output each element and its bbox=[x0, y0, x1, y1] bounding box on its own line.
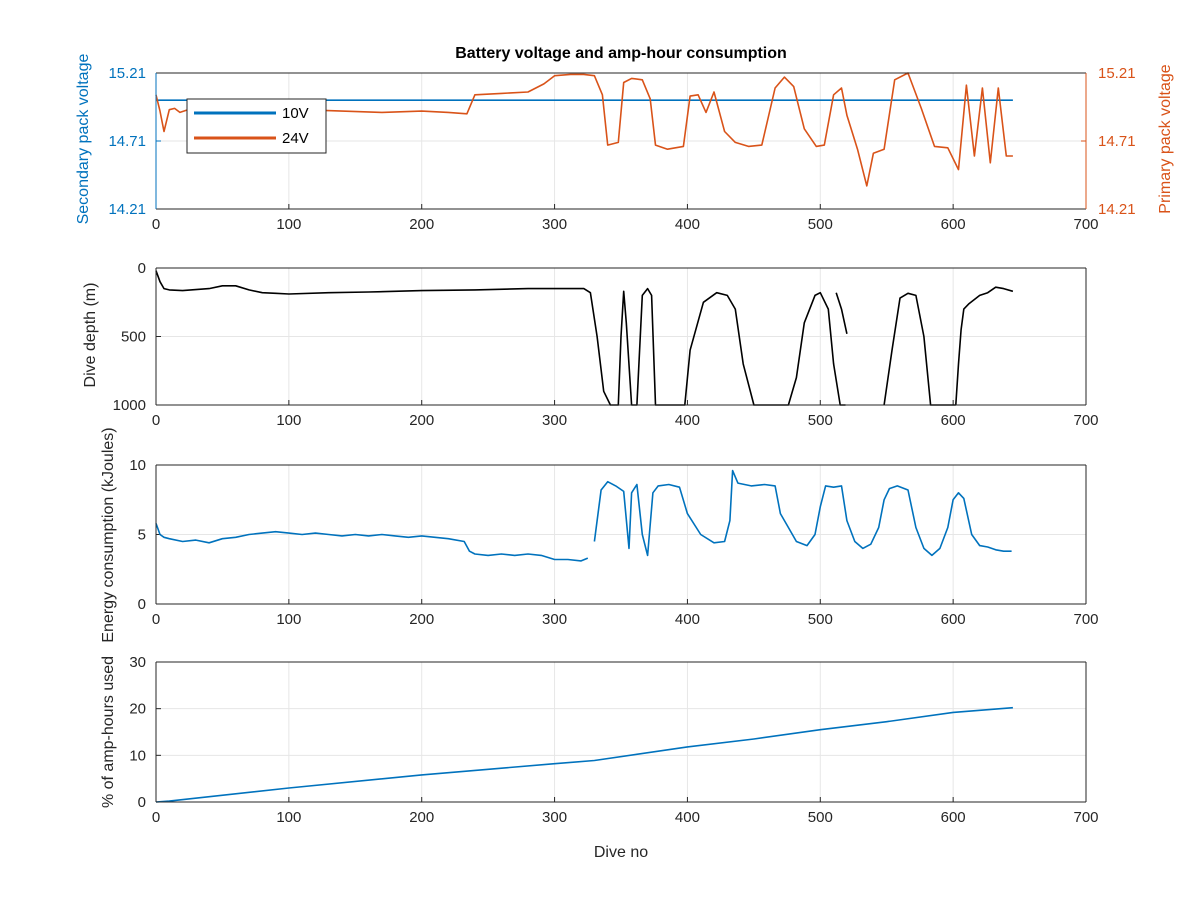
x-tick-label: 700 bbox=[1073, 412, 1098, 429]
y-axis-label: Energy consumption (kJoules) bbox=[100, 427, 117, 642]
x-tick-label: 400 bbox=[675, 412, 700, 429]
y-tick-label: 15.21 bbox=[108, 65, 146, 82]
y-right-tick-label: 14.21 bbox=[1098, 201, 1136, 218]
x-tick-label: 300 bbox=[542, 809, 567, 826]
voltage-panel: 0 100 200 300 400 500 600 70014.2114.7115.2114.… bbox=[75, 45, 1174, 233]
y-axis-label-left: Secondary pack voltage bbox=[75, 54, 92, 225]
x-tick-label: 600 bbox=[941, 216, 966, 233]
x-tick-label: 500 bbox=[808, 412, 833, 429]
y-tick-label: 0 bbox=[138, 794, 146, 811]
x-tick-label: 400 bbox=[675, 809, 700, 826]
y-tick-label: 14.71 bbox=[108, 133, 146, 150]
y-tick-label: 0 bbox=[138, 596, 146, 613]
series-line bbox=[593, 469, 1012, 557]
y-tick-label: 20 bbox=[129, 701, 146, 718]
y-axis-label-right: Primary pack voltage bbox=[1157, 64, 1174, 213]
x-axis-label: Dive no bbox=[594, 844, 648, 861]
legend-box bbox=[186, 98, 327, 154]
energy-panel: 0 100 200 300 400 500 600 700 0 5 10 Energy consump… bbox=[100, 427, 1099, 642]
x-tick-label: 0 bbox=[152, 412, 160, 429]
y-axis-label: Dive depth (m) bbox=[82, 283, 99, 388]
plot-area bbox=[156, 662, 1086, 802]
y-tick-label: 10 bbox=[129, 457, 146, 474]
x-tick-label: 600 bbox=[941, 611, 966, 628]
x-tick-label: 500 bbox=[808, 216, 833, 233]
y-tick-label: 1000 bbox=[113, 397, 146, 414]
x-tick-label: 100 bbox=[276, 216, 301, 233]
series-line bbox=[835, 292, 848, 334]
x-tick-label: 500 bbox=[808, 611, 833, 628]
y-right-tick-label: 15.21 bbox=[1098, 65, 1136, 82]
x-tick-label: 0 bbox=[152, 809, 160, 826]
x-tick-label: 300 bbox=[542, 611, 567, 628]
x-tick-label: 100 bbox=[276, 611, 301, 628]
x-tick-label: 100 bbox=[276, 809, 301, 826]
y-tick-label: 30 bbox=[129, 654, 146, 671]
series-line bbox=[955, 286, 1014, 406]
x-tick-label: 0 bbox=[152, 611, 160, 628]
y-axis-label: % of amp-hours used bbox=[100, 656, 117, 808]
x-tick-label: 700 bbox=[1073, 809, 1098, 826]
x-tick-label: 700 bbox=[1073, 216, 1098, 233]
x-tick-label: 200 bbox=[409, 216, 434, 233]
x-tick-label: 600 bbox=[941, 809, 966, 826]
y-tick-label: 5 bbox=[138, 527, 146, 544]
chart-title: Battery voltage and amp-hour consumption bbox=[455, 45, 787, 62]
y-tick-label: 14.21 bbox=[108, 201, 146, 218]
x-tick-label: 300 bbox=[542, 412, 567, 429]
series-line bbox=[155, 706, 1013, 803]
y-tick-label: 10 bbox=[129, 747, 146, 764]
amp-hours-panel: 0 100 200 300 400 500 600 700 0 10 20 30 % of amp-ho… bbox=[100, 654, 1099, 861]
x-tick-label: 200 bbox=[409, 809, 434, 826]
y-right-tick-label: 14.71 bbox=[1098, 133, 1136, 150]
x-tick-label: 200 bbox=[409, 412, 434, 429]
x-tick-label: 700 bbox=[1073, 611, 1098, 628]
depth-panel: 0 100 200 300 400 500 600 700 0 500 1000 Dive depth… bbox=[82, 260, 1099, 429]
x-tick-label: 0 bbox=[152, 216, 160, 233]
x-tick-label: 400 bbox=[675, 216, 700, 233]
x-tick-label: 100 bbox=[276, 412, 301, 429]
legend-entry: 24V bbox=[282, 130, 309, 147]
x-tick-label: 200 bbox=[409, 611, 434, 628]
y-tick-label: 500 bbox=[121, 329, 146, 346]
x-tick-label: 300 bbox=[542, 216, 567, 233]
x-tick-label: 400 bbox=[675, 611, 700, 628]
legend-entry: 10V bbox=[282, 105, 309, 122]
y-tick-label: 0 bbox=[138, 260, 146, 277]
x-tick-label: 500 bbox=[808, 809, 833, 826]
series-line bbox=[155, 523, 589, 562]
x-tick-label: 600 bbox=[941, 412, 966, 429]
